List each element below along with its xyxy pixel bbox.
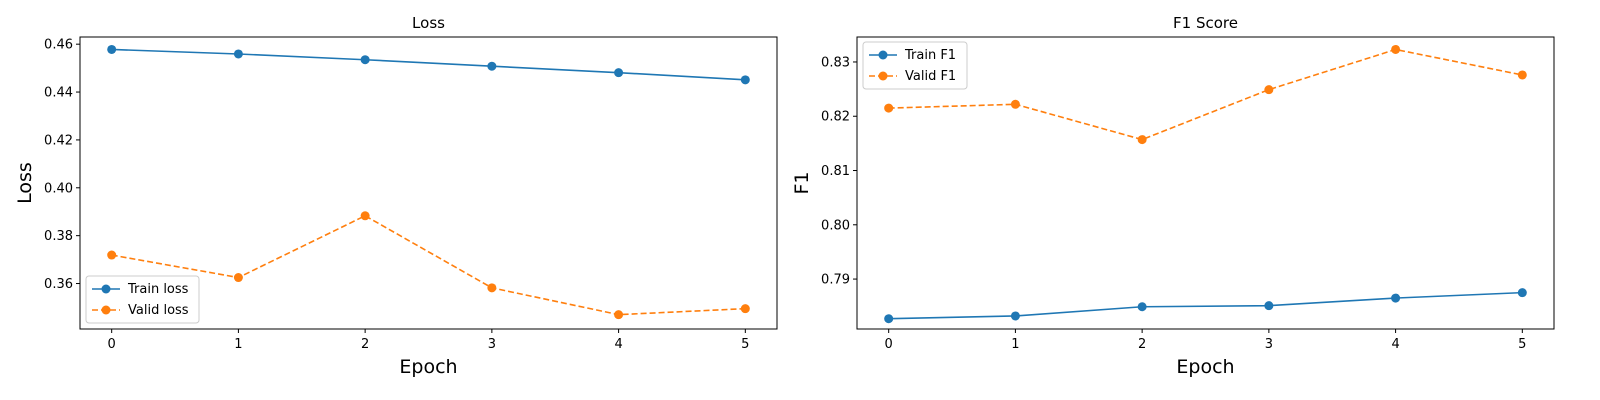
f1-x-axis: 0 1 2 3 4 5 [885,329,1526,352]
f1-series-0-point [884,314,894,324]
loss-x-tick-label: 5 [741,337,749,352]
f1-series-1-point [1137,135,1147,145]
f1-series-0-point [1264,301,1274,311]
f1-legend: Train F1 Valid F1 [862,41,968,90]
loss-plot-frame [79,36,778,330]
loss-series-1-line [111,214,746,316]
f1-plot-frame [856,36,1555,330]
loss-x-tick-label: 0 [108,337,116,352]
loss-series-0-point [740,75,750,85]
loss-series-0-point [614,68,624,78]
loss-x-tick-label: 4 [614,337,622,352]
loss-y-axis: 0.36 0.38 0.40 0.42 0.44 0.46 [44,38,80,292]
f1-y-tick-label: 0.80 [821,218,850,233]
f1-series-0-point [1391,293,1401,303]
f1-series-1-point [884,103,894,113]
f1-series-0-point [1010,311,1020,321]
loss-y-tick-label: 0.36 [44,277,73,292]
loss-series-1-point [740,304,750,314]
loss-legend: Train loss Valid loss [85,275,200,324]
f1-y-tick-label: 0.83 [821,55,850,70]
loss-series-0-line [111,48,746,81]
f1-legend-valid-marker [878,71,888,81]
loss-series-1-point [487,283,497,293]
f1-legend-train-label: Train F1 [904,48,956,63]
loss-series [107,44,750,320]
loss-y-tick-label: 0.46 [44,38,73,53]
loss-x-tick-label: 3 [488,337,496,352]
f1-y-axis: 0.79 0.80 0.81 0.82 0.83 [821,55,857,288]
f1-legend-box [862,41,968,90]
loss-chart: Loss 0.36 0.38 0.40 0.42 0.44 0.46 0 1 2 3 4 5 Epo… [14,14,778,378]
f1-series-1-point [1517,70,1527,80]
f1-x-tick-label: 0 [885,337,893,352]
f1-legend-valid-label: Valid F1 [905,69,956,84]
loss-series-0-point [360,55,370,65]
loss-series-1-point [107,250,117,260]
loss-series-0-point [107,44,117,54]
f1-y-tick-label: 0.82 [821,110,850,125]
f1-series-0-point [1517,288,1527,298]
f1-chart-title: F1 Score [1173,14,1238,32]
loss-x-axis: 0 1 2 3 4 5 [108,329,749,352]
f1-series-1-point [1010,99,1020,109]
loss-series-1-point [360,211,370,221]
loss-legend-train-marker [101,284,111,294]
loss-legend-box [85,275,200,324]
f1-y-tick-label: 0.79 [821,273,850,288]
loss-x-tick-label: 1 [234,337,242,352]
loss-legend-train-label: Train loss [127,282,189,297]
loss-x-axis-label: Epoch [399,356,457,378]
loss-y-tick-label: 0.38 [44,229,73,244]
f1-x-tick-label: 1 [1011,337,1019,352]
f1-legend-train-marker [878,50,888,60]
loss-series-0-point [233,49,243,59]
loss-series-1-point [614,310,624,320]
f1-x-axis-label: Epoch [1176,356,1234,378]
f1-series-1-line [888,48,1523,141]
f1-x-tick-label: 4 [1391,337,1399,352]
f1-series-1-point [1264,85,1274,95]
loss-y-tick-label: 0.42 [44,133,73,148]
loss-series-0-point [487,61,497,71]
f1-x-tick-label: 5 [1518,337,1526,352]
loss-x-tick-label: 2 [361,337,369,352]
f1-x-tick-label: 2 [1138,337,1146,352]
f1-series-0-line [888,291,1523,320]
f1-y-axis-label: F1 [791,171,813,194]
loss-series-1-point [233,273,243,283]
f1-series-1-point [1391,44,1401,54]
loss-y-tick-label: 0.44 [44,86,73,101]
f1-series-0-point [1137,302,1147,312]
loss-chart-title: Loss [412,14,445,32]
f1-x-tick-label: 3 [1265,337,1273,352]
loss-legend-valid-marker [101,305,111,315]
loss-y-tick-label: 0.40 [44,181,73,196]
loss-y-axis-label: Loss [14,162,36,204]
f1-y-tick-label: 0.81 [821,164,850,179]
loss-legend-valid-label: Valid loss [128,303,189,318]
f1-series [884,44,1527,324]
f1-chart: F1 Score 0.79 0.80 0.81 0.82 0.83 0 1 2 3 4 5 Epo… [791,14,1555,378]
